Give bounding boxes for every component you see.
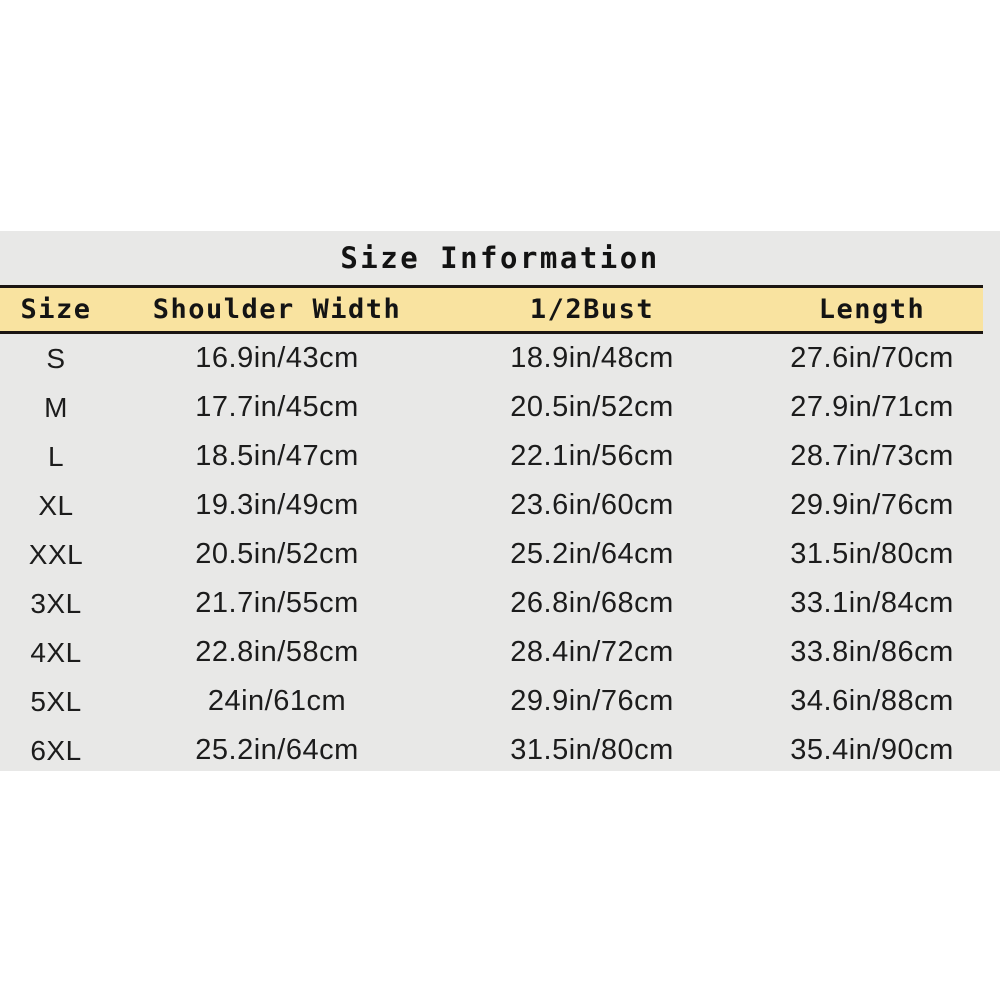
table-row: XXL 20.5in/52cm 25.2in/64cm 31.5in/80cm xyxy=(0,530,1000,579)
cell-half-bust: 22.1in/56cm xyxy=(510,440,674,472)
cell-size: M xyxy=(44,392,68,423)
cell-size: 4XL xyxy=(30,637,82,668)
table-row: S 16.9in/43cm 18.9in/48cm 27.6in/70cm xyxy=(0,334,1000,383)
column-header-half-bust: 1/2Bust xyxy=(529,294,655,325)
cell-length: 29.9in/76cm xyxy=(790,489,954,521)
table-row: 4XL 22.8in/58cm 28.4in/72cm 33.8in/86cm xyxy=(0,628,1000,677)
cell-shoulder-width: 24in/61cm xyxy=(207,685,347,717)
column-header-length: Length xyxy=(818,294,926,325)
cell-length: 33.8in/86cm xyxy=(790,636,954,668)
cell-size: 6XL xyxy=(30,735,82,766)
cell-size: S xyxy=(46,343,66,374)
cell-half-bust: 20.5in/52cm xyxy=(510,391,674,423)
cell-length: 35.4in/90cm xyxy=(790,734,954,766)
cell-shoulder-width: 19.3in/49cm xyxy=(195,489,359,521)
cell-size: XXL xyxy=(28,539,84,570)
cell-shoulder-width: 18.5in/47cm xyxy=(195,440,359,472)
cell-shoulder-width: 20.5in/52cm xyxy=(195,538,359,570)
cell-shoulder-width: 22.8in/58cm xyxy=(195,636,359,668)
cell-size: L xyxy=(47,441,65,472)
cell-size: 5XL xyxy=(30,686,82,717)
cell-shoulder-width: 21.7in/55cm xyxy=(195,587,359,619)
cell-length: 27.9in/71cm xyxy=(790,391,954,423)
table-row: 5XL 24in/61cm 29.9in/76cm 34.6in/88cm xyxy=(0,677,1000,726)
cell-size: XL xyxy=(38,490,74,521)
cell-shoulder-width: 25.2in/64cm xyxy=(195,734,359,766)
cell-half-bust: 28.4in/72cm xyxy=(510,636,674,668)
cell-length: 31.5in/80cm xyxy=(790,538,954,570)
table-header-row: Size Shoulder Width 1/2Bust Length xyxy=(0,285,983,334)
cell-half-bust: 26.8in/68cm xyxy=(510,587,674,619)
cell-length: 34.6in/88cm xyxy=(790,685,954,717)
cell-half-bust: 29.9in/76cm xyxy=(510,685,674,717)
column-header-shoulder-width: Shoulder Width xyxy=(152,294,402,325)
table-row: 6XL 25.2in/64cm 31.5in/80cm 35.4in/90cm xyxy=(0,726,1000,775)
cell-half-bust: 31.5in/80cm xyxy=(510,734,674,766)
cell-shoulder-width: 16.9in/43cm xyxy=(195,342,359,374)
column-header-size: Size xyxy=(20,294,92,325)
cell-length: 27.6in/70cm xyxy=(790,342,954,374)
table-row: 3XL 21.7in/55cm 26.8in/68cm 33.1in/84cm xyxy=(0,579,1000,628)
cell-half-bust: 25.2in/64cm xyxy=(510,538,674,570)
table-body: S 16.9in/43cm 18.9in/48cm 27.6in/70cm M … xyxy=(0,334,1000,775)
cell-size: 3XL xyxy=(30,588,82,619)
cell-length: 33.1in/84cm xyxy=(790,587,954,619)
table-row: L 18.5in/47cm 22.1in/56cm 28.7in/73cm xyxy=(0,432,1000,481)
cell-length: 28.7in/73cm xyxy=(790,440,954,472)
table-row: XL 19.3in/49cm 23.6in/60cm 29.9in/76cm xyxy=(0,481,1000,530)
chart-title: Size Information xyxy=(340,241,660,275)
cell-shoulder-width: 17.7in/45cm xyxy=(195,391,359,423)
cell-half-bust: 18.9in/48cm xyxy=(510,342,674,374)
size-information-chart: Size Information Size Shoulder Width 1/2… xyxy=(0,231,1000,771)
cell-half-bust: 23.6in/60cm xyxy=(510,489,674,521)
table-row: M 17.7in/45cm 20.5in/52cm 27.9in/71cm xyxy=(0,383,1000,432)
